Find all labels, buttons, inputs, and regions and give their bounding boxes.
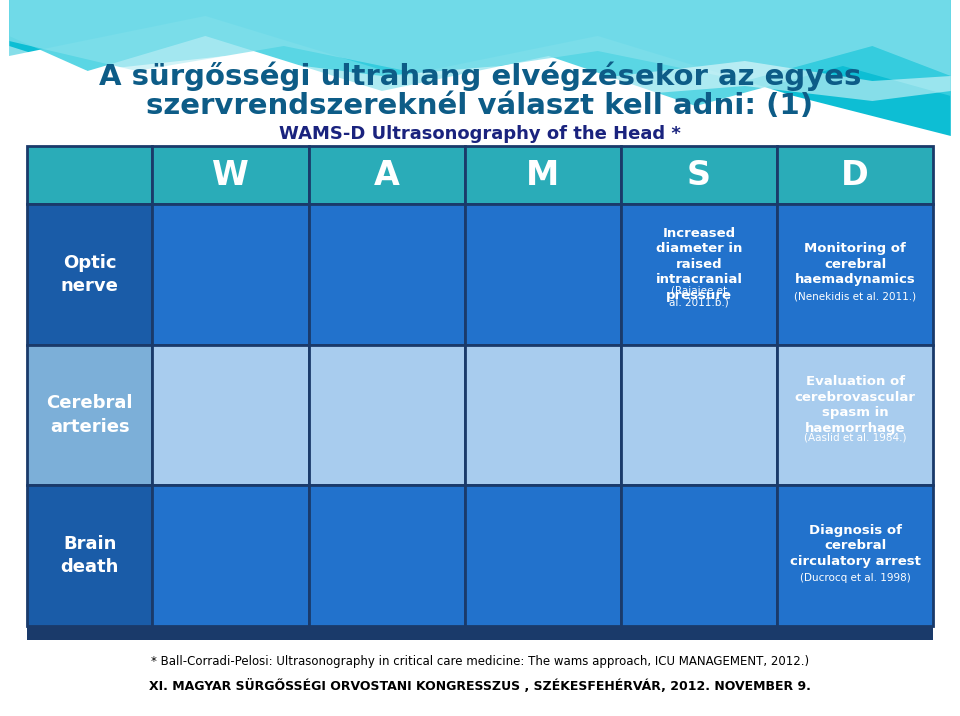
Bar <box>27 626 933 640</box>
Bar <box>27 146 153 204</box>
Text: szervrendszereknél választ kell adni: (1): szervrendszereknél választ kell adni: (1… <box>147 92 813 120</box>
Text: Optic
nerve: Optic nerve <box>60 253 118 295</box>
Text: XI. MAGYAR SÜRGŐSSÉGI ORVOSTANI KONGRESSZUS , SZÉKESFEHÉRVÁR, 2012. NOVEMBER 9.: XI. MAGYAR SÜRGŐSSÉGI ORVOSTANI KONGRESS… <box>149 679 811 693</box>
Text: WAMS-D Ultrasonography of the Head *: WAMS-D Ultrasonography of the Head * <box>279 125 681 143</box>
Polygon shape <box>10 0 950 101</box>
Bar <box>777 485 933 626</box>
Bar <box>777 204 933 344</box>
Bar <box>308 344 465 485</box>
Bar <box>153 485 308 626</box>
Bar <box>621 204 777 344</box>
Bar <box>308 485 465 626</box>
Text: (Aaslid et al. 1984.): (Aaslid et al. 1984.) <box>804 432 906 442</box>
Text: Increased
diameter in
raised
intracranial
pressure: Increased diameter in raised intracrania… <box>656 227 742 302</box>
Bar <box>777 344 933 485</box>
Text: * Ball-Corradi-Pelosi: Ultrasonography in critical care medicine: The wams appro: * Ball-Corradi-Pelosi: Ultrasonography i… <box>151 654 809 667</box>
Bar <box>153 204 308 344</box>
Bar <box>465 204 621 344</box>
Text: (Nenekidis et al. 2011.): (Nenekidis et al. 2011.) <box>794 291 916 301</box>
Text: Monitoring of
cerebral
haemadynamics: Monitoring of cerebral haemadynamics <box>795 242 916 286</box>
Bar <box>777 146 933 204</box>
Text: Diagnosis of
cerebral
circulatory arrest: Diagnosis of cerebral circulatory arrest <box>790 523 921 568</box>
Bar <box>308 146 465 204</box>
Bar <box>27 204 153 344</box>
Text: Cerebral
arteries: Cerebral arteries <box>46 395 132 436</box>
Bar <box>621 146 777 204</box>
Text: Brain
death: Brain death <box>60 535 119 576</box>
Text: (Ducrocq et al. 1998): (Ducrocq et al. 1998) <box>800 573 910 583</box>
Text: Evaluation of
cerebrovascular
spasm in
haemorrhage: Evaluation of cerebrovascular spasm in h… <box>795 375 916 435</box>
Bar <box>27 344 153 485</box>
Text: W: W <box>212 158 249 191</box>
Bar <box>621 344 777 485</box>
Text: D: D <box>841 158 869 191</box>
Bar <box>465 485 621 626</box>
Bar <box>153 146 308 204</box>
Polygon shape <box>10 0 950 81</box>
Text: (Rajajee et
al. 2011.b.): (Rajajee et al. 2011.b.) <box>669 286 729 307</box>
Text: A sürgősségi ultrahang elvégzésekor az egyes: A sürgősségi ultrahang elvégzésekor az e… <box>99 62 861 91</box>
Polygon shape <box>10 0 950 106</box>
Polygon shape <box>10 0 950 136</box>
Text: M: M <box>526 158 560 191</box>
Bar <box>308 204 465 344</box>
Bar <box>153 344 308 485</box>
Text: S: S <box>687 158 711 191</box>
Text: A: A <box>373 158 399 191</box>
Bar <box>465 344 621 485</box>
Bar <box>621 485 777 626</box>
Bar <box>27 485 153 626</box>
Bar <box>465 146 621 204</box>
